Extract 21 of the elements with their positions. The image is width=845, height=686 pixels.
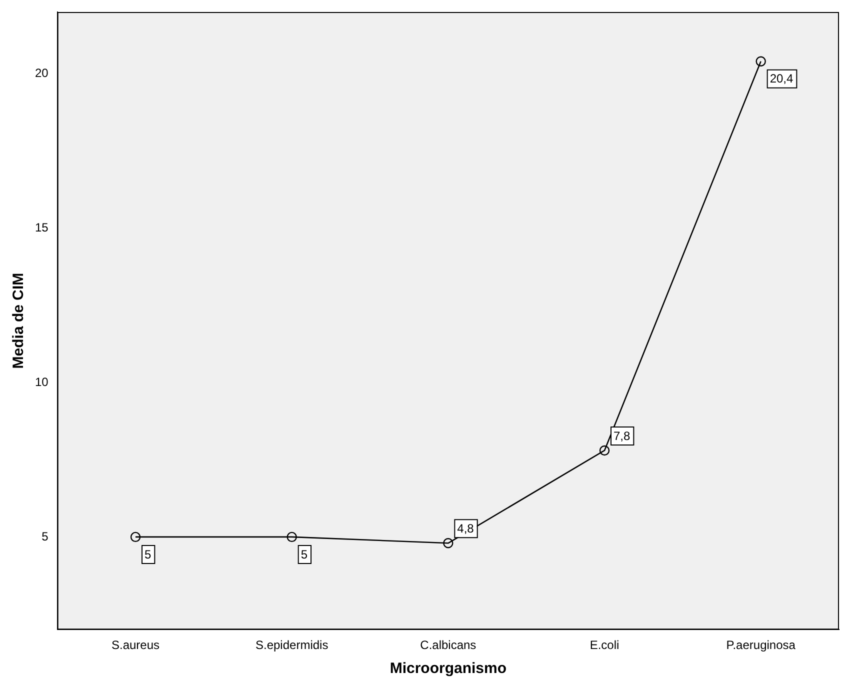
point: [756, 56, 766, 67]
y-tick-label: 15: [34, 220, 49, 234]
data-label: 4,8: [457, 521, 474, 536]
point: [443, 538, 454, 548]
x-tick-label: P.aeruginosa: [726, 638, 796, 652]
y-axis-title: Media de CIM: [10, 272, 28, 369]
data-label: 5: [300, 547, 308, 562]
y-tick-label: 20: [34, 66, 49, 80]
x-tick-label: C.albicans: [420, 638, 476, 652]
y-tick-label: 10: [34, 374, 49, 389]
y-tick-label: 5: [42, 529, 49, 544]
x-tick-label: S.aureus: [111, 638, 160, 652]
data-label: 7,8: [614, 428, 631, 443]
x-tick-label: S.epidermidis: [255, 638, 328, 652]
x-axis-title: Microorganismo: [390, 660, 507, 678]
point: [130, 532, 141, 542]
x-tick-label: E.coli: [590, 638, 620, 652]
point: [286, 532, 297, 542]
data-label: 5: [144, 547, 152, 562]
point: [599, 445, 610, 456]
data-label: 20,4: [770, 72, 794, 86]
